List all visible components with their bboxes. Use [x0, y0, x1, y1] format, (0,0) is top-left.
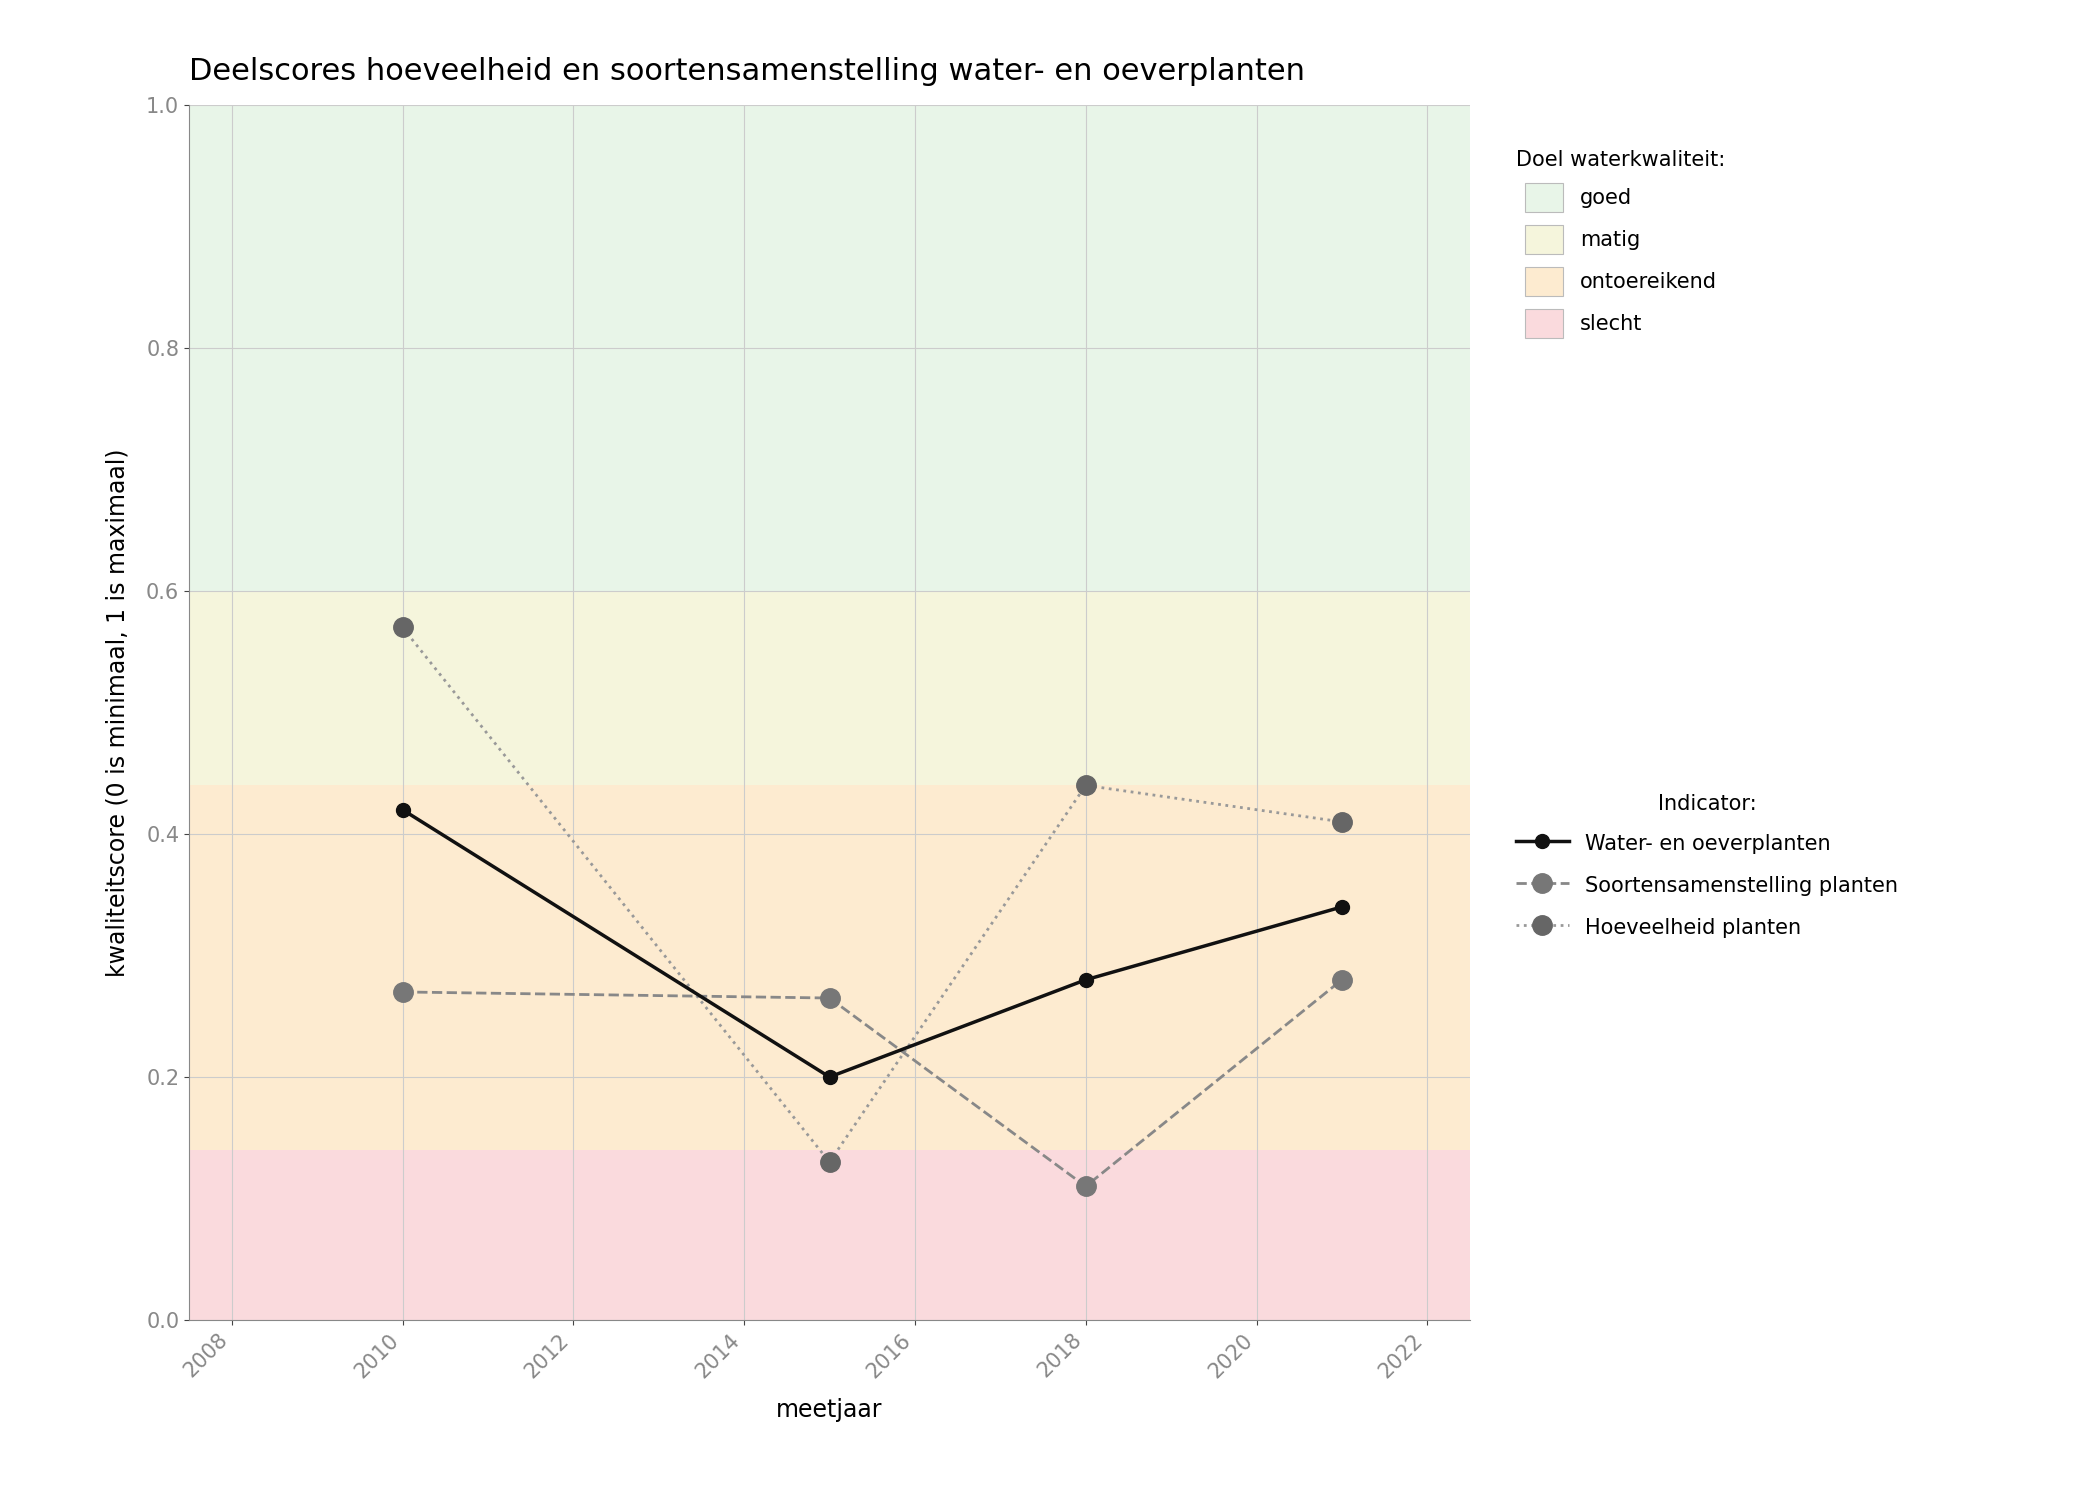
Bar [189, 1150, 1470, 1320]
Bar [189, 591, 1470, 786]
Legend: Water- en oeverplanten, Soortensamenstelling planten, Hoeveelheid planten: Water- en oeverplanten, Soortensamenstel… [1506, 783, 1909, 951]
Text: Deelscores hoeveelheid en soortensamenstelling water- en oeverplanten: Deelscores hoeveelheid en soortensamenst… [189, 57, 1304, 86]
Bar [189, 786, 1470, 1150]
Bar [189, 105, 1470, 591]
Y-axis label: kwaliteitscore (0 is minimaal, 1 is maximaal): kwaliteitscore (0 is minimaal, 1 is maxi… [105, 448, 130, 976]
X-axis label: meetjaar: meetjaar [777, 1398, 882, 1422]
